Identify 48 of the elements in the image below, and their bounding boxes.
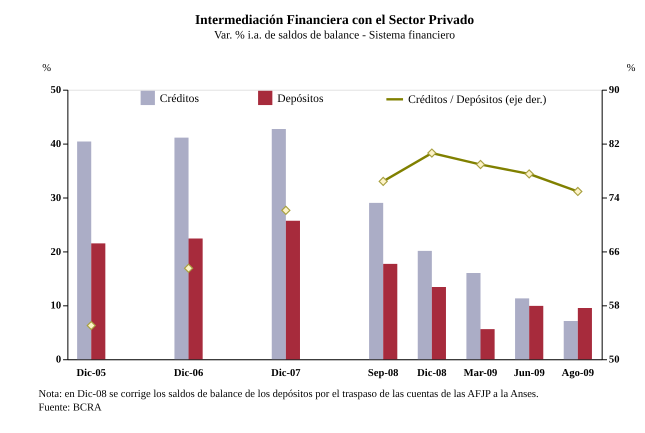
- y2-axis-title: %: [626, 62, 636, 74]
- y2-tick-label: 82: [608, 138, 620, 150]
- chart-title: Intermediación Financiera con el Sector Privado: [194, 12, 474, 28]
- y-tick-label: 30: [50, 192, 62, 204]
- x-tick-label: Mar-09: [464, 368, 498, 380]
- x-tick-label: Dic-07: [271, 368, 302, 380]
- bar: [174, 138, 189, 360]
- y2-tick-label: 66: [608, 246, 620, 258]
- y-tick-label: 40: [50, 138, 62, 150]
- bar: [77, 141, 92, 360]
- x-tick-label: Dic-06: [174, 368, 204, 380]
- legend-label: Créditos / Depósitos (eje der.): [408, 94, 547, 106]
- x-tick-label: Jun-09: [514, 368, 545, 380]
- source-note: Fuente: BCRA: [38, 402, 102, 414]
- y2-tick-label: 90: [608, 85, 620, 96]
- bar: [188, 238, 203, 360]
- bar: [369, 202, 384, 360]
- bar: [272, 129, 286, 360]
- bar: [466, 272, 481, 360]
- legend-label: Depósitos: [277, 92, 324, 105]
- bar: [480, 329, 495, 360]
- bar: [529, 306, 544, 360]
- y-tick-label: 20: [50, 246, 62, 258]
- bar: [432, 287, 446, 360]
- y-tick-label: 10: [50, 300, 62, 312]
- x-tick-label: Ago-09: [562, 368, 594, 380]
- bar: [564, 320, 578, 360]
- bar: [383, 264, 398, 360]
- x-tick-label: Sep-08: [368, 368, 398, 380]
- y2-tick-label: 58: [608, 300, 620, 312]
- point: [184, 264, 194, 273]
- chart-subtitle: Var. % i.a. de saldos de balance - Sistema financiero: [214, 30, 456, 42]
- point: [86, 320, 96, 330]
- y-tick-label: 0: [56, 354, 62, 366]
- y-axis-title: %: [42, 62, 52, 74]
- y-tick-label: 50: [50, 85, 62, 96]
- x-tick-label: Dic-05: [76, 368, 106, 380]
- bar: [515, 298, 530, 360]
- bar: [91, 243, 106, 360]
- y2-tick-label: 74: [608, 192, 620, 204]
- bar: [286, 220, 300, 360]
- bar: [418, 250, 432, 360]
- x-tick-label: Dic-08: [417, 368, 447, 380]
- y2-tick-label: 50: [608, 354, 620, 366]
- legend-label: Créditos: [160, 92, 200, 105]
- bar: [578, 308, 592, 360]
- point: [281, 206, 290, 215]
- text: Nota: en Dic-08 se corrige los saldos de balance de los depósitos por el traspaso de las cuentas de las AFJP a la Anses.: [38, 388, 539, 400]
